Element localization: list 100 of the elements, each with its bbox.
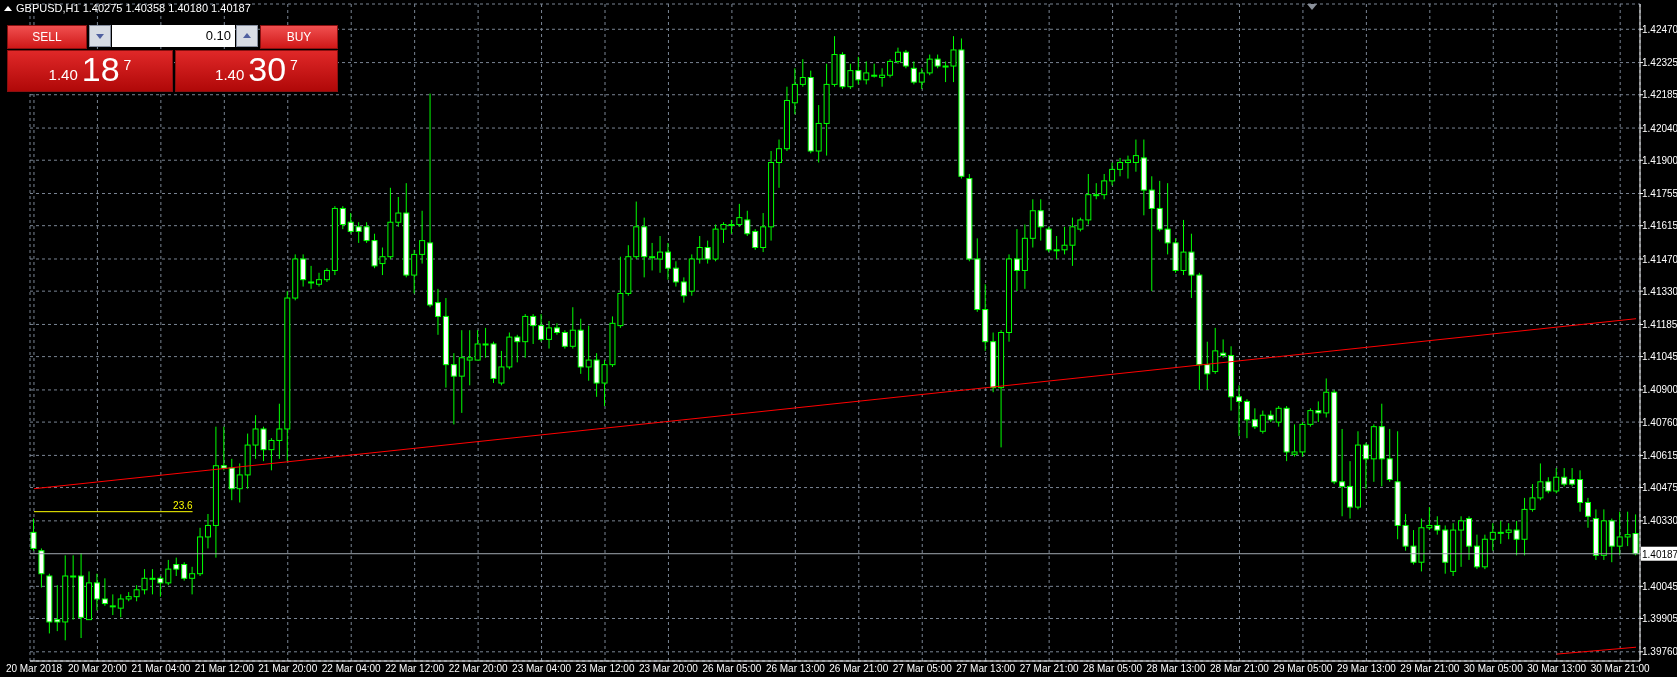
y-tick-label: 1.39760 <box>1642 646 1677 658</box>
x-tick-label: 29 Mar 21:00 <box>1400 663 1460 674</box>
candlestick <box>189 566 196 595</box>
candlestick <box>791 67 798 115</box>
candlestick <box>1584 497 1591 529</box>
x-tick-label: 22 Mar 12:00 <box>385 663 445 674</box>
annotation: 18 <box>81 50 120 88</box>
candlestick <box>1236 384 1243 437</box>
candlestick <box>1577 469 1584 513</box>
x-tick-label: 26 Mar 13:00 <box>765 663 826 674</box>
y-tick-label: 1.40045 <box>1642 580 1677 592</box>
x-tick-label: 27 Mar 05:00 <box>892 663 953 674</box>
candlestick <box>918 67 925 90</box>
candlestick <box>1553 467 1560 494</box>
candlestick <box>204 513 211 549</box>
candlestick <box>1362 442 1369 490</box>
y-tick-label: 1.41615 <box>1642 220 1677 232</box>
annotation: 1.40 <box>215 66 245 83</box>
y-tick-label: 1.41045 <box>1642 351 1677 363</box>
x-tick-label: 27 Mar 13:00 <box>956 663 1016 674</box>
candlestick <box>228 458 235 501</box>
annotation: 7 <box>290 57 298 73</box>
candlestick <box>879 67 886 88</box>
x-tick-label: 22 Mar 20:00 <box>448 663 508 674</box>
candlestick <box>458 329 465 414</box>
annotation: 7 <box>123 57 132 73</box>
x-tick-label: 23 Mar 12:00 <box>575 663 635 674</box>
x-tick-label: 21 Mar 04:00 <box>131 663 191 674</box>
candlestick <box>760 212 767 253</box>
x-tick-label: 20 Mar 20:00 <box>67 663 128 674</box>
candlestick <box>553 322 560 336</box>
x-tick-label: 30 Mar 05:00 <box>1463 663 1524 674</box>
number-field: 0.10 <box>112 25 235 47</box>
candlestick <box>1124 155 1131 180</box>
candlestick <box>70 554 77 621</box>
candlestick <box>776 139 783 189</box>
candlestick <box>887 58 894 79</box>
candlestick <box>1148 175 1155 292</box>
chart-title: GBPUSD,H1 1.40275 1.40358 1.40180 1.40187 <box>16 2 251 14</box>
candlestick <box>1323 377 1330 418</box>
x-tick-label: 28 Mar 13:00 <box>1146 663 1206 674</box>
candlestick <box>1220 338 1227 359</box>
candlestick <box>680 276 687 304</box>
candlestick <box>1109 162 1116 186</box>
candlestick <box>561 329 568 350</box>
candlestick <box>1259 410 1266 435</box>
candlestick <box>93 573 100 611</box>
candlestick <box>308 265 315 290</box>
buy-button: BUY <box>260 25 338 49</box>
candlestick <box>300 253 307 288</box>
candlestick <box>347 212 354 235</box>
candlestick <box>657 235 664 274</box>
candlestick <box>1561 467 1568 487</box>
y-tick-label: 1.39905 <box>1642 613 1677 625</box>
x-tick-label: 20 Mar 2018 <box>5 663 63 674</box>
annotation: 1.40 <box>48 66 78 83</box>
y-tick-label: 1.41755 <box>1642 188 1677 200</box>
candlestick <box>1251 407 1258 430</box>
x-tick-label: 27 Mar 21:00 <box>1019 663 1080 674</box>
candlestick <box>649 242 656 271</box>
candlestick <box>664 242 671 281</box>
candlestick <box>339 205 346 230</box>
candlestick <box>902 49 909 69</box>
annotation: 30 <box>248 50 287 88</box>
candlestick <box>1212 327 1219 375</box>
y-tick-label: 1.40330 <box>1642 515 1677 527</box>
candlestick <box>30 518 37 552</box>
ref-line-label: 1.40187 <box>1642 548 1677 560</box>
candlestick <box>1243 398 1250 439</box>
y-tick-label: 1.42040 <box>1642 122 1677 134</box>
x-tick-label: 28 Mar 21:00 <box>1210 663 1270 674</box>
x-tick-label: 21 Mar 12:00 <box>194 663 255 674</box>
candlestick <box>450 352 457 425</box>
candlestick <box>1117 157 1124 177</box>
candlestick <box>569 306 576 350</box>
x-tick-label: 26 Mar 05:00 <box>702 663 762 674</box>
series-label: 23.6 <box>173 499 194 511</box>
candlestick <box>38 547 45 588</box>
x-tick-label: 23 Mar 04:00 <box>512 663 572 674</box>
candlestick <box>1132 139 1139 173</box>
candlestick <box>799 58 806 88</box>
y-tick-label: 1.41900 <box>1642 154 1677 166</box>
candlestick <box>672 260 679 288</box>
candlestick <box>109 593 116 616</box>
candlestick <box>1204 341 1211 391</box>
candlestick <box>1347 460 1354 520</box>
x-tick-label: 29 Mar 13:00 <box>1336 663 1397 674</box>
y-tick-label: 1.41470 <box>1642 253 1677 265</box>
x-tick-label: 22 Mar 04:00 <box>321 663 382 674</box>
candlestick <box>546 320 553 350</box>
candlestick <box>910 60 917 85</box>
y-tick-label: 1.42325 <box>1642 57 1677 69</box>
y-tick-label: 1.40615 <box>1642 449 1677 461</box>
x-tick-label: 28 Mar 05:00 <box>1083 663 1143 674</box>
x-tick-label: 30 Mar 13:00 <box>1527 663 1587 674</box>
candlestick <box>1473 534 1480 570</box>
y-tick-label: 1.42185 <box>1642 89 1677 101</box>
candlestick <box>1013 228 1020 292</box>
candlestick <box>173 557 180 577</box>
candlestick <box>530 313 537 345</box>
